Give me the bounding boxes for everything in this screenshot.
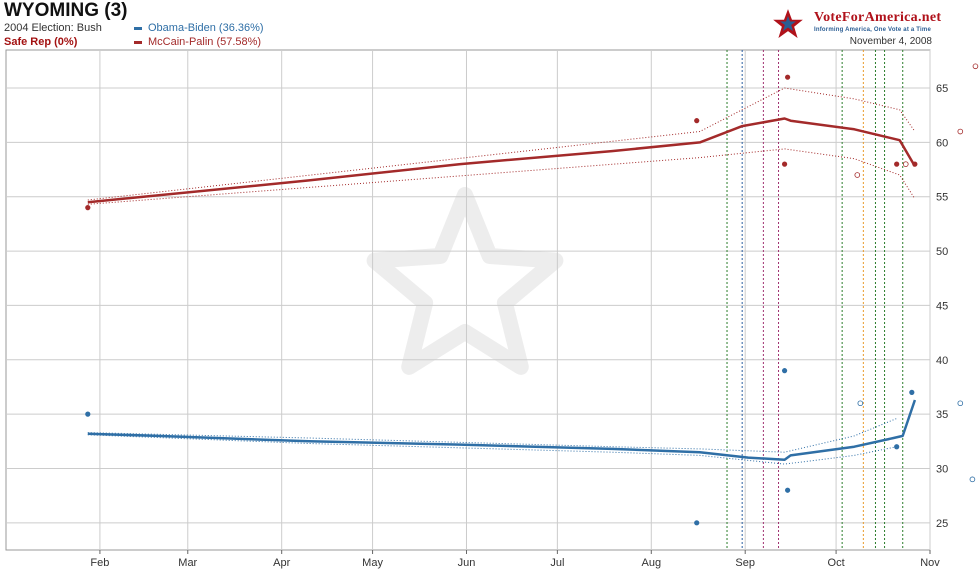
mccain-open-poll-point [902,161,909,167]
event-lines [726,50,904,550]
x-tick-label: Feb [90,557,109,569]
mccain-band-lower [87,148,916,205]
y-tick-label: 40 [936,355,948,367]
mccain-poll-point [781,161,788,167]
poll-points [85,63,979,526]
y-tick-label: 35 [936,409,948,421]
obama-poll-point [909,389,915,395]
mccain-open-poll-point [957,128,964,135]
date-label: November 4, 2008 [849,36,932,47]
y-tick-label: 65 [936,83,948,95]
mccain-poll-point [912,161,918,167]
watermark-star-icon [366,187,564,375]
mccain-poll-point [785,74,791,80]
legend-mccain: McCain-Palin (57.58%) [134,36,261,48]
legend-obama: Obama-Biden (36.36%) [134,22,264,34]
logo-tagline: Informing America, One Vote at a Time [814,27,931,33]
x-tick-label: Mar [178,557,197,569]
legend-obama-label: Obama-Biden (36.36%) [148,22,264,34]
legend-mccain-swatch [134,40,142,44]
status-label: Safe Rep (0%) [4,36,78,48]
y-tick-label: 30 [936,463,948,475]
grid-lines [6,50,931,550]
confidence-bands [87,87,916,465]
site-logo[interactable]: VoteForAmerica.net Informing America, On… [768,4,968,44]
plot-area [5,49,931,551]
mccain-trend-line [87,117,916,204]
mccain-band-upper [87,87,916,201]
x-tick-label: May [362,557,383,569]
page-title: WYOMING (3) [4,0,128,21]
obama-poll-point [85,411,91,417]
mccain-open-poll-point [972,63,979,70]
y-tick-label: 50 [936,246,948,258]
y-tick-label: 60 [936,137,948,149]
y-tick-label: 25 [936,518,948,530]
x-tick-label: Apr [273,557,290,569]
x-axis-ticks: Feb Mar Apr May Jun Jul Aug Sep Oct Nov [90,550,940,569]
mccain-poll-point [694,118,700,124]
obama-band-lower [87,434,897,465]
x-tick-label: Jun [458,557,476,569]
x-tick-label: Aug [641,557,661,569]
legend-obama-swatch [134,26,142,30]
x-tick-label: Sep [735,557,755,569]
star-logo-icon [768,4,808,42]
obama-poll-point [894,444,900,450]
y-axis-ticks: 25 30 35 40 45 50 55 60 65 [936,83,948,530]
trend-lines [87,117,917,462]
election-2004-label: 2004 Election: Bush [4,22,102,34]
obama-open-poll-point [957,400,964,407]
obama-open-poll-point [857,400,864,407]
legend-mccain-label: McCain-Palin (57.58%) [148,36,262,48]
y-tick-label: 45 [936,300,948,312]
obama-band-upper [87,418,897,453]
x-tick-label: Nov [920,557,940,569]
y-tick-label: 55 [936,192,948,204]
logo-name: VoteForAmerica.net [814,10,942,25]
watermark-star [366,187,564,375]
x-tick-label: Jul [550,557,564,569]
obama-trend-line [87,399,917,462]
obama-poll-point [785,487,791,493]
mccain-poll-point [85,205,91,211]
x-tick-label: Oct [828,557,845,569]
obama-open-poll-point [969,476,976,483]
obama-poll-point [781,368,788,374]
mccain-poll-point [894,161,900,167]
mccain-open-poll-point [854,172,861,178]
obama-poll-point [694,520,700,526]
